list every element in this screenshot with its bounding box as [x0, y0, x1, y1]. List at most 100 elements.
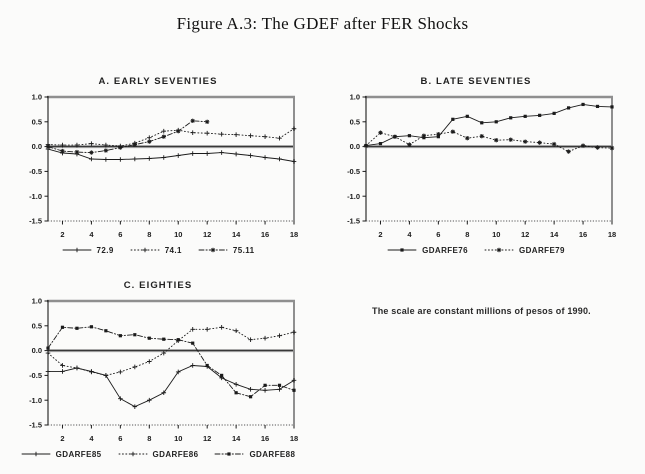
y-tick-label: -1.0	[29, 396, 42, 405]
star-marker	[204, 119, 210, 124]
x-tick-label: 16	[261, 230, 269, 239]
plus-marker	[161, 155, 167, 160]
plus-marker	[277, 386, 282, 392]
legend-line-sample	[387, 248, 417, 252]
square-marker	[509, 116, 513, 120]
x-tick-label: 4	[407, 230, 412, 239]
plus-marker	[74, 247, 79, 253]
legend-line-sample	[62, 247, 91, 253]
plus-marker	[142, 247, 148, 253]
square-marker	[378, 142, 383, 146]
star-marker	[522, 139, 528, 144]
y-tick-label: -1.5	[29, 421, 42, 430]
square-marker	[263, 383, 267, 387]
plus-marker	[291, 126, 297, 132]
plus-marker	[118, 157, 123, 162]
star-marker	[378, 130, 383, 135]
legend-item-72.9: 72.9	[62, 245, 114, 255]
plus-marker	[219, 150, 224, 155]
star-marker	[537, 140, 542, 145]
legend-label: GDARFE86	[152, 449, 199, 459]
plus-marker	[33, 451, 38, 457]
legend-line-sample	[130, 247, 160, 253]
plus-marker	[204, 326, 210, 332]
plus-marker	[262, 335, 268, 341]
plus-marker	[262, 155, 268, 160]
x-tick-label: 16	[579, 230, 587, 239]
x-tick-label: 12	[521, 230, 529, 239]
star-marker	[89, 150, 94, 155]
plus-marker	[161, 390, 167, 396]
y-tick-label: -1.0	[29, 192, 42, 201]
plus-marker	[233, 328, 239, 334]
square-marker	[436, 135, 440, 139]
square-marker	[191, 341, 195, 345]
x-tick-label: 2	[60, 434, 64, 443]
plus-marker	[45, 350, 51, 356]
x-tick-label: 16	[261, 434, 269, 443]
x-tick-label: 2	[378, 230, 382, 239]
plus-marker	[262, 134, 268, 139]
star-marker	[566, 149, 571, 154]
square-marker	[220, 373, 224, 377]
square-marker	[400, 248, 404, 252]
plus-marker	[118, 396, 123, 402]
square-marker	[248, 395, 253, 399]
y-tick-label: 1.0	[350, 93, 360, 102]
legend-line-sample	[484, 247, 514, 253]
plus-marker	[248, 337, 253, 342]
plus-marker	[277, 333, 282, 339]
x-tick-label: 10	[492, 230, 500, 239]
plus-marker	[277, 135, 282, 141]
square-marker	[89, 325, 94, 329]
plus-marker	[204, 130, 210, 136]
x-tick-label: 12	[203, 434, 211, 443]
x-tick-label: 14	[232, 434, 241, 443]
plus-marker	[132, 364, 138, 370]
legend-item-GDARFE79: GDARFE79	[484, 245, 565, 255]
square-marker	[227, 452, 232, 456]
square-marker	[147, 336, 151, 340]
y-tick-label: -0.5	[347, 167, 360, 176]
star-marker	[176, 129, 181, 134]
square-marker	[595, 104, 600, 109]
square-marker	[205, 363, 209, 368]
star-marker	[436, 132, 441, 137]
legend-label: GDARFE79	[519, 245, 565, 255]
y-tick-label: -1.5	[347, 217, 360, 226]
star-marker	[508, 137, 513, 142]
star-marker	[450, 129, 456, 134]
square-marker	[451, 117, 455, 121]
star-marker	[74, 149, 80, 155]
plus-marker	[60, 363, 65, 368]
legend-line-sample	[118, 451, 147, 457]
plus-marker	[74, 365, 80, 371]
y-tick-label: 0.0	[350, 142, 360, 151]
x-tick-label: 10	[174, 434, 182, 443]
plus-marker	[175, 369, 181, 375]
plus-marker	[146, 359, 152, 364]
square-marker	[566, 106, 571, 110]
star-marker	[580, 143, 586, 148]
square-marker	[162, 337, 166, 341]
x-tick-label: 4	[89, 434, 94, 443]
y-tick-label: -0.5	[29, 167, 42, 176]
legend-label: GDARFE85	[55, 449, 102, 459]
chart-legend-c: GDARFE85 GDARFE86 GDARFE88	[12, 445, 304, 463]
square-marker	[538, 113, 542, 117]
y-tick-label: 0.0	[32, 346, 42, 355]
legend-line-sample	[198, 247, 228, 253]
plus-marker	[248, 133, 253, 138]
legend-label: 74.1	[164, 245, 182, 255]
series-line-GDARFE88	[47, 326, 295, 398]
x-tick-label: 8	[147, 434, 151, 443]
plus-marker	[291, 378, 297, 383]
chart-plot-a: 1.0 0.5 0.0 -0.5 -1.0 -1.5 2 4 6 8 10 12 14 16 18	[29, 93, 298, 239]
y-tick-label: -0.5	[29, 371, 42, 380]
series-line-72.9	[47, 148, 295, 162]
y-tick-label: 0.5	[32, 117, 42, 126]
y-tick-label: 0.5	[32, 321, 42, 330]
x-tick-label: 6	[118, 434, 122, 443]
chart-title-b: B. LATE SEVENTIES	[420, 76, 532, 87]
star-marker	[494, 137, 499, 143]
